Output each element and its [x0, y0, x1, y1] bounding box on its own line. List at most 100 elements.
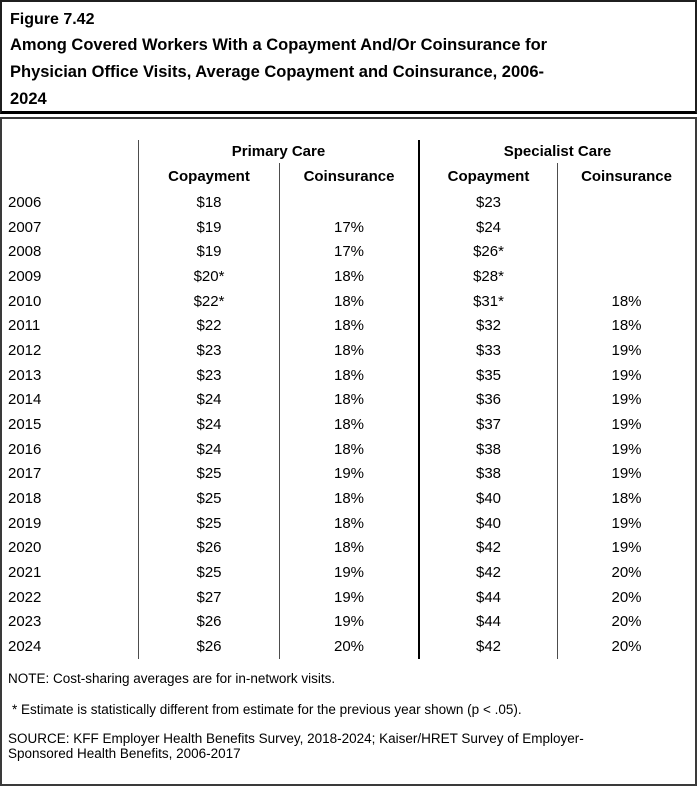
primary-copayment-value: $23	[138, 362, 279, 388]
year-label: 2023	[8, 613, 42, 631]
specialist-coinsurance-value	[557, 190, 695, 215]
figure-title-line-2: Physician Office Visits, Average Copayme…	[10, 63, 545, 81]
specialist-copayment-value: $35	[418, 362, 557, 388]
specialist-coinsurance-value: 20%	[557, 584, 695, 610]
primary-coinsurance-value: 18%	[279, 387, 418, 413]
specialist-coinsurance-value: 18%	[557, 313, 695, 339]
specialist-coinsurance-value: 20%	[557, 560, 695, 585]
specialist-coinsurance-value: 19%	[557, 338, 695, 363]
specialist-coinsurance-value: 19%	[557, 387, 695, 413]
specialist-coinsurance-value: 18%	[557, 288, 695, 314]
primary-copayment-value: $20*	[138, 264, 279, 289]
primary-copayment-value: $25	[138, 486, 279, 511]
figure-title-line-1: Among Covered Workers With a Copayment A…	[10, 36, 548, 54]
source-line-1: SOURCE: KFF Employer Health Benefits Sur…	[8, 730, 584, 746]
primary-copayment-value: $24	[138, 412, 279, 437]
year-label: 2021	[8, 563, 42, 581]
specialist-copayment-value: $23	[418, 190, 557, 215]
primary-coinsurance-value: 19%	[279, 560, 418, 585]
primary-copayment-header: Copayment	[138, 163, 279, 190]
source-line-2: Sponsored Health Benefits, 2006-2017	[8, 745, 241, 761]
primary-copayment-value: $27	[138, 584, 279, 610]
year-label: 2007	[8, 218, 42, 236]
year-label: 2018	[8, 489, 42, 507]
specialist-coinsurance-value	[557, 264, 695, 289]
specialist-coinsurance-value: 19%	[557, 436, 695, 462]
primary-coinsurance-value: 17%	[279, 239, 418, 265]
primary-copayment-value: $19	[138, 214, 279, 240]
specialist-copayment-value: $38	[418, 436, 557, 462]
primary-coinsurance-value: 18%	[279, 535, 418, 561]
specialist-copayment-value: $38	[418, 461, 557, 487]
specialist-coinsurance-value: 19%	[557, 510, 695, 536]
figure-title-line-3: 2024	[10, 90, 47, 108]
specialist-copayment-value: $44	[418, 609, 557, 635]
specialist-coinsurance-value: 19%	[557, 362, 695, 388]
year-label: 2022	[8, 588, 42, 606]
specialist-copayment-value: $24	[418, 214, 557, 240]
year-column-header	[2, 163, 138, 190]
specialist-coinsurance-value: 18%	[557, 486, 695, 511]
specialist-copayment-value: $42	[418, 535, 557, 561]
figure-number: Figure 7.42	[10, 11, 95, 28]
primary-coinsurance-value: 18%	[279, 486, 418, 511]
specialist-copayment-value: $44	[418, 584, 557, 610]
year-label: 2024	[8, 637, 42, 655]
primary-copayment-value: $24	[138, 436, 279, 462]
year-label: 2012	[8, 341, 42, 359]
specialist-copayment-value: $40	[418, 510, 557, 536]
specialist-coinsurance-value: 19%	[557, 461, 695, 487]
primary-coinsurance-value: 18%	[279, 362, 418, 388]
note-text: NOTE: Cost-sharing averages are for in-n…	[8, 670, 336, 686]
primary-copayment-value: $22*	[138, 288, 279, 314]
primary-coinsurance-value: 19%	[279, 609, 418, 635]
figure-header: Figure 7.42 Among Covered Workers With a…	[0, 0, 697, 114]
primary-copayment-value: $23	[138, 338, 279, 363]
year-label: 2015	[8, 415, 42, 433]
primary-coinsurance-value	[279, 190, 418, 215]
primary-coinsurance-header: Coinsurance	[279, 163, 418, 190]
specialist-copayment-value: $40	[418, 486, 557, 511]
year-label: 2008	[8, 243, 42, 261]
specialist-coinsurance-value: 20%	[557, 634, 695, 659]
primary-copayment-value: $26	[138, 609, 279, 635]
specialist-coinsurance-value: 19%	[557, 535, 695, 561]
specialist-copayment-value: $42	[418, 634, 557, 659]
specialist-coinsurance-header: Coinsurance	[557, 163, 695, 190]
primary-copayment-value: $18	[138, 190, 279, 215]
primary-copayment-value: $26	[138, 535, 279, 561]
specialist-copayment-header: Copayment	[418, 163, 557, 190]
primary-copayment-value: $19	[138, 239, 279, 265]
year-label: 2013	[8, 366, 42, 384]
year-label: 2014	[8, 391, 42, 409]
year-label: 2011	[8, 317, 41, 335]
primary-copayment-value: $24	[138, 387, 279, 413]
primary-copayment-value: $22	[138, 313, 279, 339]
primary-care-group-header: Primary Care	[138, 140, 418, 163]
specialist-coinsurance-value: 19%	[557, 412, 695, 437]
figure-notes: NOTE: Cost-sharing averages are for in-n…	[2, 669, 695, 761]
year-label: 2019	[8, 514, 42, 532]
specialist-coinsurance-value: 20%	[557, 609, 695, 635]
year-label: 2017	[8, 465, 42, 483]
primary-coinsurance-value: 18%	[279, 264, 418, 289]
specialist-care-group-header: Specialist Care	[418, 140, 695, 163]
specialist-copayment-value: $36	[418, 387, 557, 413]
primary-coinsurance-value: 18%	[279, 412, 418, 437]
year-label: 2009	[8, 267, 42, 285]
year-label: 2020	[8, 539, 42, 557]
specialist-copayment-value: $31*	[418, 288, 557, 314]
year-label: 2016	[8, 440, 42, 458]
primary-copayment-value: $25	[138, 510, 279, 536]
footnote-text: * Estimate is statistically different fr…	[12, 701, 522, 717]
primary-coinsurance-value: 18%	[279, 338, 418, 363]
specialist-copayment-value: $28*	[418, 264, 557, 289]
year-label: 2010	[8, 292, 42, 310]
primary-coinsurance-value: 18%	[279, 436, 418, 462]
year-label: 2006	[8, 193, 42, 211]
primary-coinsurance-value: 18%	[279, 288, 418, 314]
primary-coinsurance-value: 20%	[279, 634, 418, 659]
primary-copayment-value: $26	[138, 634, 279, 659]
figure-body: Primary Care Specialist Care Copayment C…	[0, 117, 697, 786]
primary-coinsurance-value: 18%	[279, 510, 418, 536]
